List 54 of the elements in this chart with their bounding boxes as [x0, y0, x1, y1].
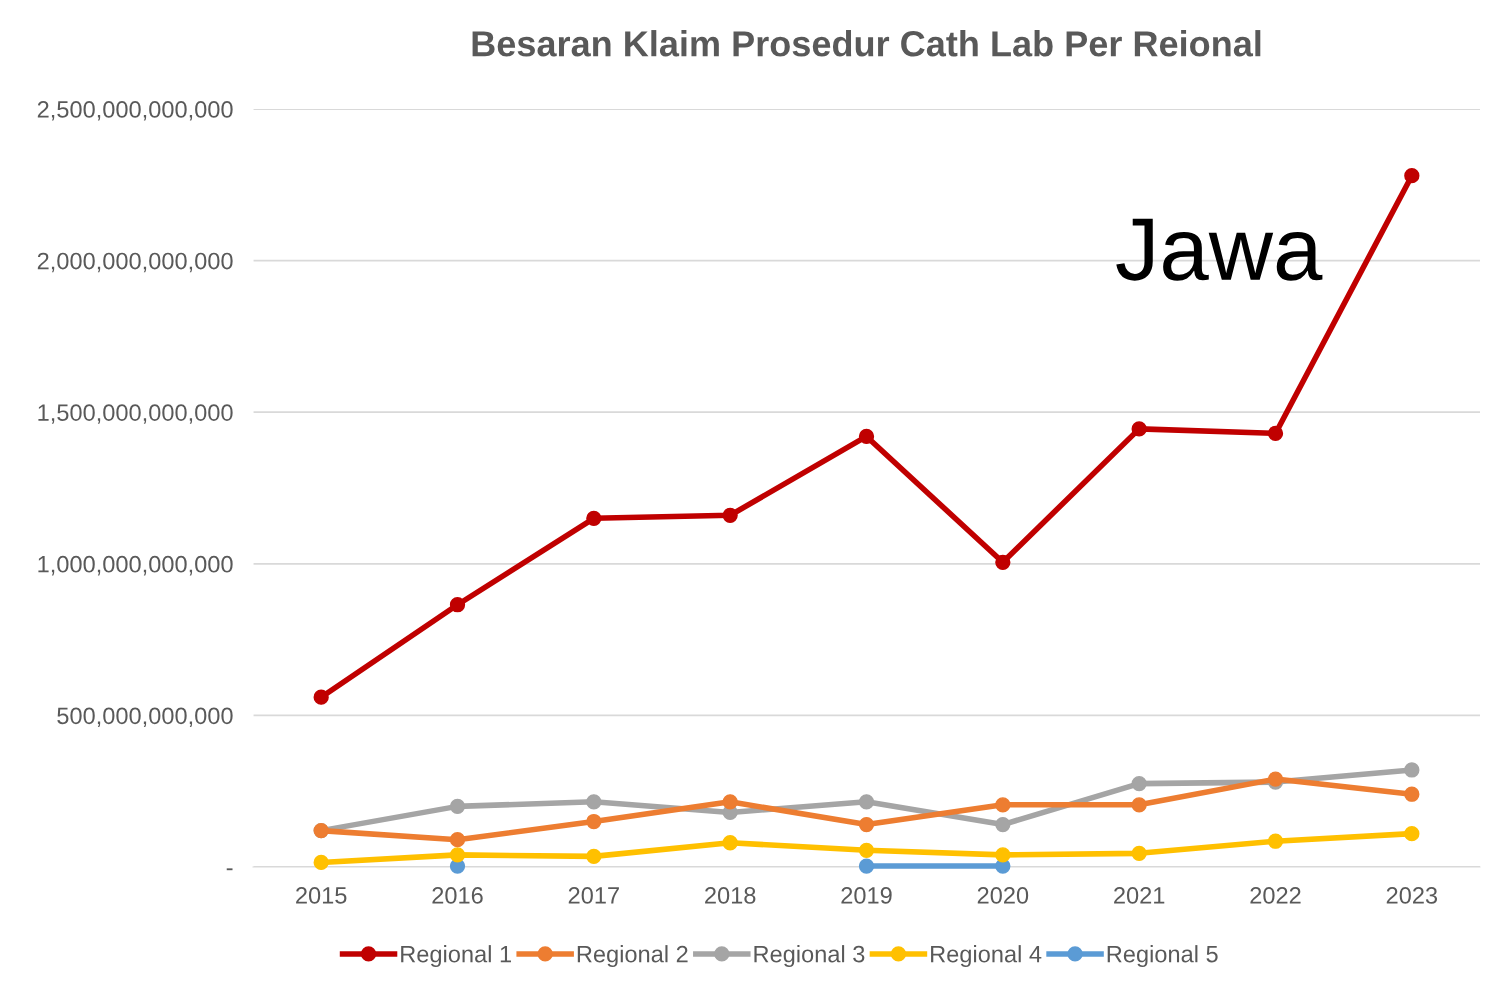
y-tick-label: 500,000,000,000 [57, 707, 233, 727]
point [722, 835, 738, 851]
point [586, 813, 602, 830]
y-tick-label: 1,500,000,000,000 [38, 404, 233, 424]
point [1131, 775, 1147, 792]
y-tick-label: 1,000,000,000,000 [38, 555, 233, 576]
point [858, 858, 875, 874]
point [995, 847, 1011, 863]
x-tick-label: 2018 [705, 887, 756, 904]
point [858, 428, 875, 445]
point [1404, 168, 1420, 184]
point [449, 798, 466, 814]
chart-title: Besaran Klaim Prosedur Cath Lab Per Reional [472, 30, 1261, 57]
point [313, 689, 329, 705]
point [1267, 425, 1284, 442]
annotation: Jawa [1116, 218, 1323, 281]
point [858, 794, 875, 810]
point [722, 507, 738, 523]
point [586, 848, 602, 865]
point [313, 854, 329, 871]
x-tick-label: 2015 [296, 887, 347, 904]
point [1267, 833, 1284, 849]
point [449, 832, 466, 848]
y-tick-label: - [226, 868, 233, 871]
legend-label: Regional 4 [931, 945, 1042, 968]
x-tick-label: 2020 [977, 887, 1029, 904]
point [995, 554, 1011, 570]
point [1131, 797, 1147, 813]
legend-label: Regional 5 [1107, 945, 1218, 968]
point [1404, 762, 1420, 778]
point [1404, 786, 1420, 802]
point [586, 794, 602, 810]
point [1131, 845, 1147, 861]
legend-label: Regional 1 [401, 945, 511, 968]
point [858, 816, 875, 833]
x-tick-label: 2016 [432, 887, 483, 904]
x-tick-label: 2017 [568, 887, 619, 904]
point [995, 797, 1011, 813]
point [449, 597, 466, 613]
x-tick-label: 2023 [1386, 887, 1438, 904]
y-tick-label: 2,500,000,000,000 [37, 101, 233, 121]
legend-label: Regional 3 [754, 945, 865, 968]
legend-label: Regional 2 [577, 945, 688, 968]
x-tick-label: 2022 [1250, 887, 1301, 904]
point [995, 816, 1011, 833]
x-tick-label: 2019 [841, 887, 892, 904]
point [858, 842, 875, 858]
point [722, 794, 738, 810]
point [1131, 421, 1147, 437]
y-tick-label: 2,000,000,000,000 [37, 252, 233, 273]
x-tick-label: 2021 [1114, 887, 1165, 904]
point [586, 510, 602, 526]
point [1404, 826, 1420, 842]
point [449, 847, 466, 863]
